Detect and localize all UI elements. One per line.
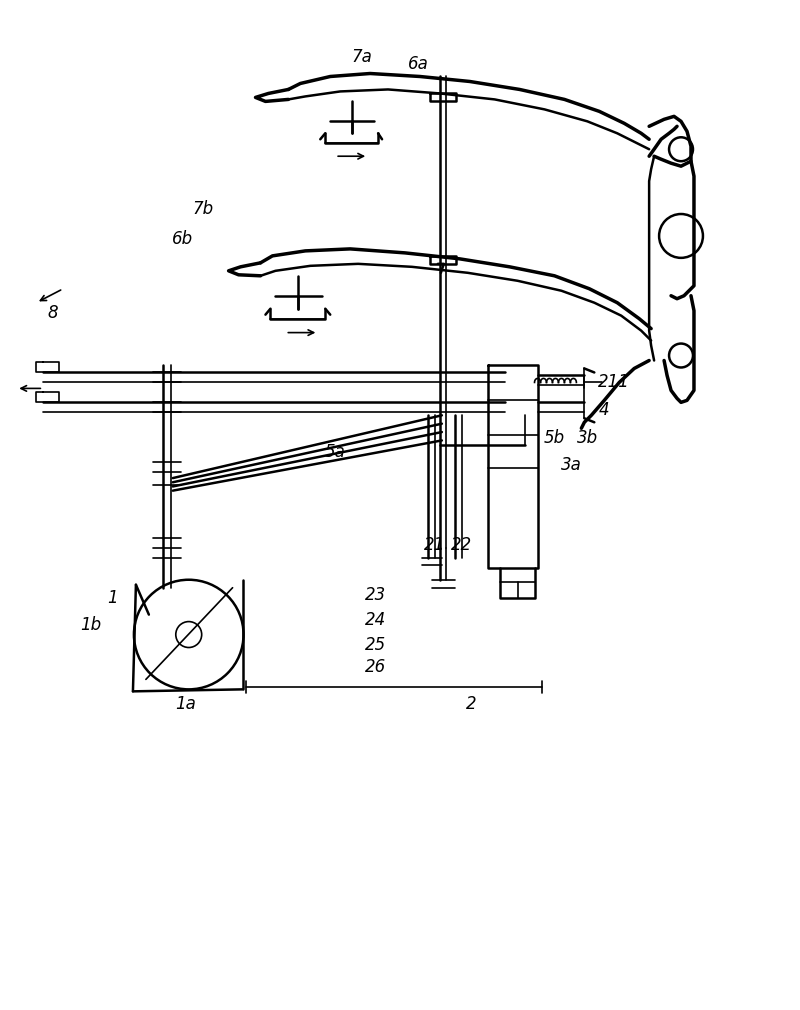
Text: 7a: 7a (352, 47, 373, 66)
Text: 1a: 1a (175, 695, 196, 713)
Text: 6b: 6b (172, 230, 194, 247)
Text: 1b: 1b (81, 615, 102, 633)
Text: 25: 25 (365, 635, 386, 653)
Text: 5a: 5a (325, 443, 346, 462)
Text: 5b: 5b (544, 429, 565, 447)
Text: 24: 24 (365, 611, 386, 628)
Text: 4: 4 (599, 401, 610, 419)
Text: 3b: 3b (577, 429, 598, 447)
Text: 23: 23 (365, 586, 386, 604)
Text: 1: 1 (108, 589, 118, 607)
Text: 21: 21 (424, 536, 446, 553)
Text: 7b: 7b (192, 200, 214, 218)
Text: 2: 2 (466, 695, 477, 713)
Text: 211: 211 (598, 374, 630, 392)
Text: 22: 22 (451, 536, 473, 553)
Text: 8: 8 (48, 304, 58, 321)
Text: 3a: 3a (561, 457, 582, 474)
Text: 26: 26 (365, 659, 386, 677)
Text: 6a: 6a (407, 55, 428, 73)
